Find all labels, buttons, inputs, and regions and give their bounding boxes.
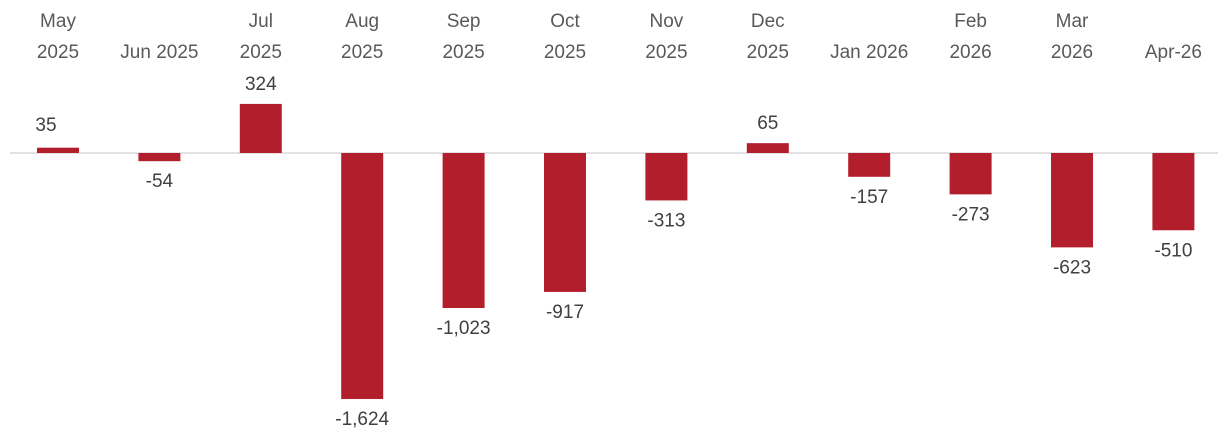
- data-labels: 35 -54 324 -1,624 -1,023 -917 -313 65 -157 -273 -6…: [35, 74, 1192, 430]
- data-label: -623: [1053, 257, 1091, 278]
- category-label: Jun 2025: [120, 42, 198, 63]
- data-label: 35: [35, 115, 56, 136]
- bar: [949, 153, 992, 195]
- data-label: -1,624: [335, 409, 389, 430]
- bar: [746, 143, 789, 153]
- data-label: -54: [146, 171, 174, 192]
- bar: [645, 153, 688, 201]
- category-label: Feb 2026: [949, 11, 991, 63]
- bar: [1051, 153, 1093, 248]
- bar: [138, 153, 181, 162]
- data-label: -917: [546, 302, 584, 323]
- category-label: Oct 2025: [544, 11, 586, 63]
- bar: [239, 103, 282, 153]
- data-label: -273: [952, 204, 990, 225]
- bar: [442, 153, 485, 308]
- category-labels: May 2025 Jun 2025 Jul 2025 Aug 2025 Sep 2025 Oct 2…: [37, 11, 1202, 63]
- bar: [341, 153, 384, 400]
- category-label: Aug 2025: [341, 11, 383, 63]
- category-label: May 2025: [37, 11, 79, 63]
- data-label: -510: [1154, 240, 1192, 261]
- category-label: Sep 2025: [442, 11, 484, 63]
- bars: [37, 103, 1195, 400]
- category-label: Apr-26: [1145, 42, 1202, 63]
- bar: [37, 147, 79, 153]
- data-label: 65: [757, 113, 778, 134]
- data-label: -313: [647, 210, 685, 231]
- category-label: Jul 2025: [240, 11, 282, 63]
- bar: [1152, 153, 1195, 231]
- category-label: Jan 2026: [830, 42, 908, 63]
- category-label: Mar 2026: [1051, 11, 1093, 63]
- category-label: Dec 2025: [747, 11, 789, 63]
- data-label: 324: [245, 74, 277, 95]
- category-label: Nov 2025: [645, 11, 687, 63]
- bar: [848, 153, 891, 177]
- bar: [544, 153, 586, 292]
- data-label: -1,023: [437, 318, 491, 339]
- data-label: -157: [850, 187, 888, 208]
